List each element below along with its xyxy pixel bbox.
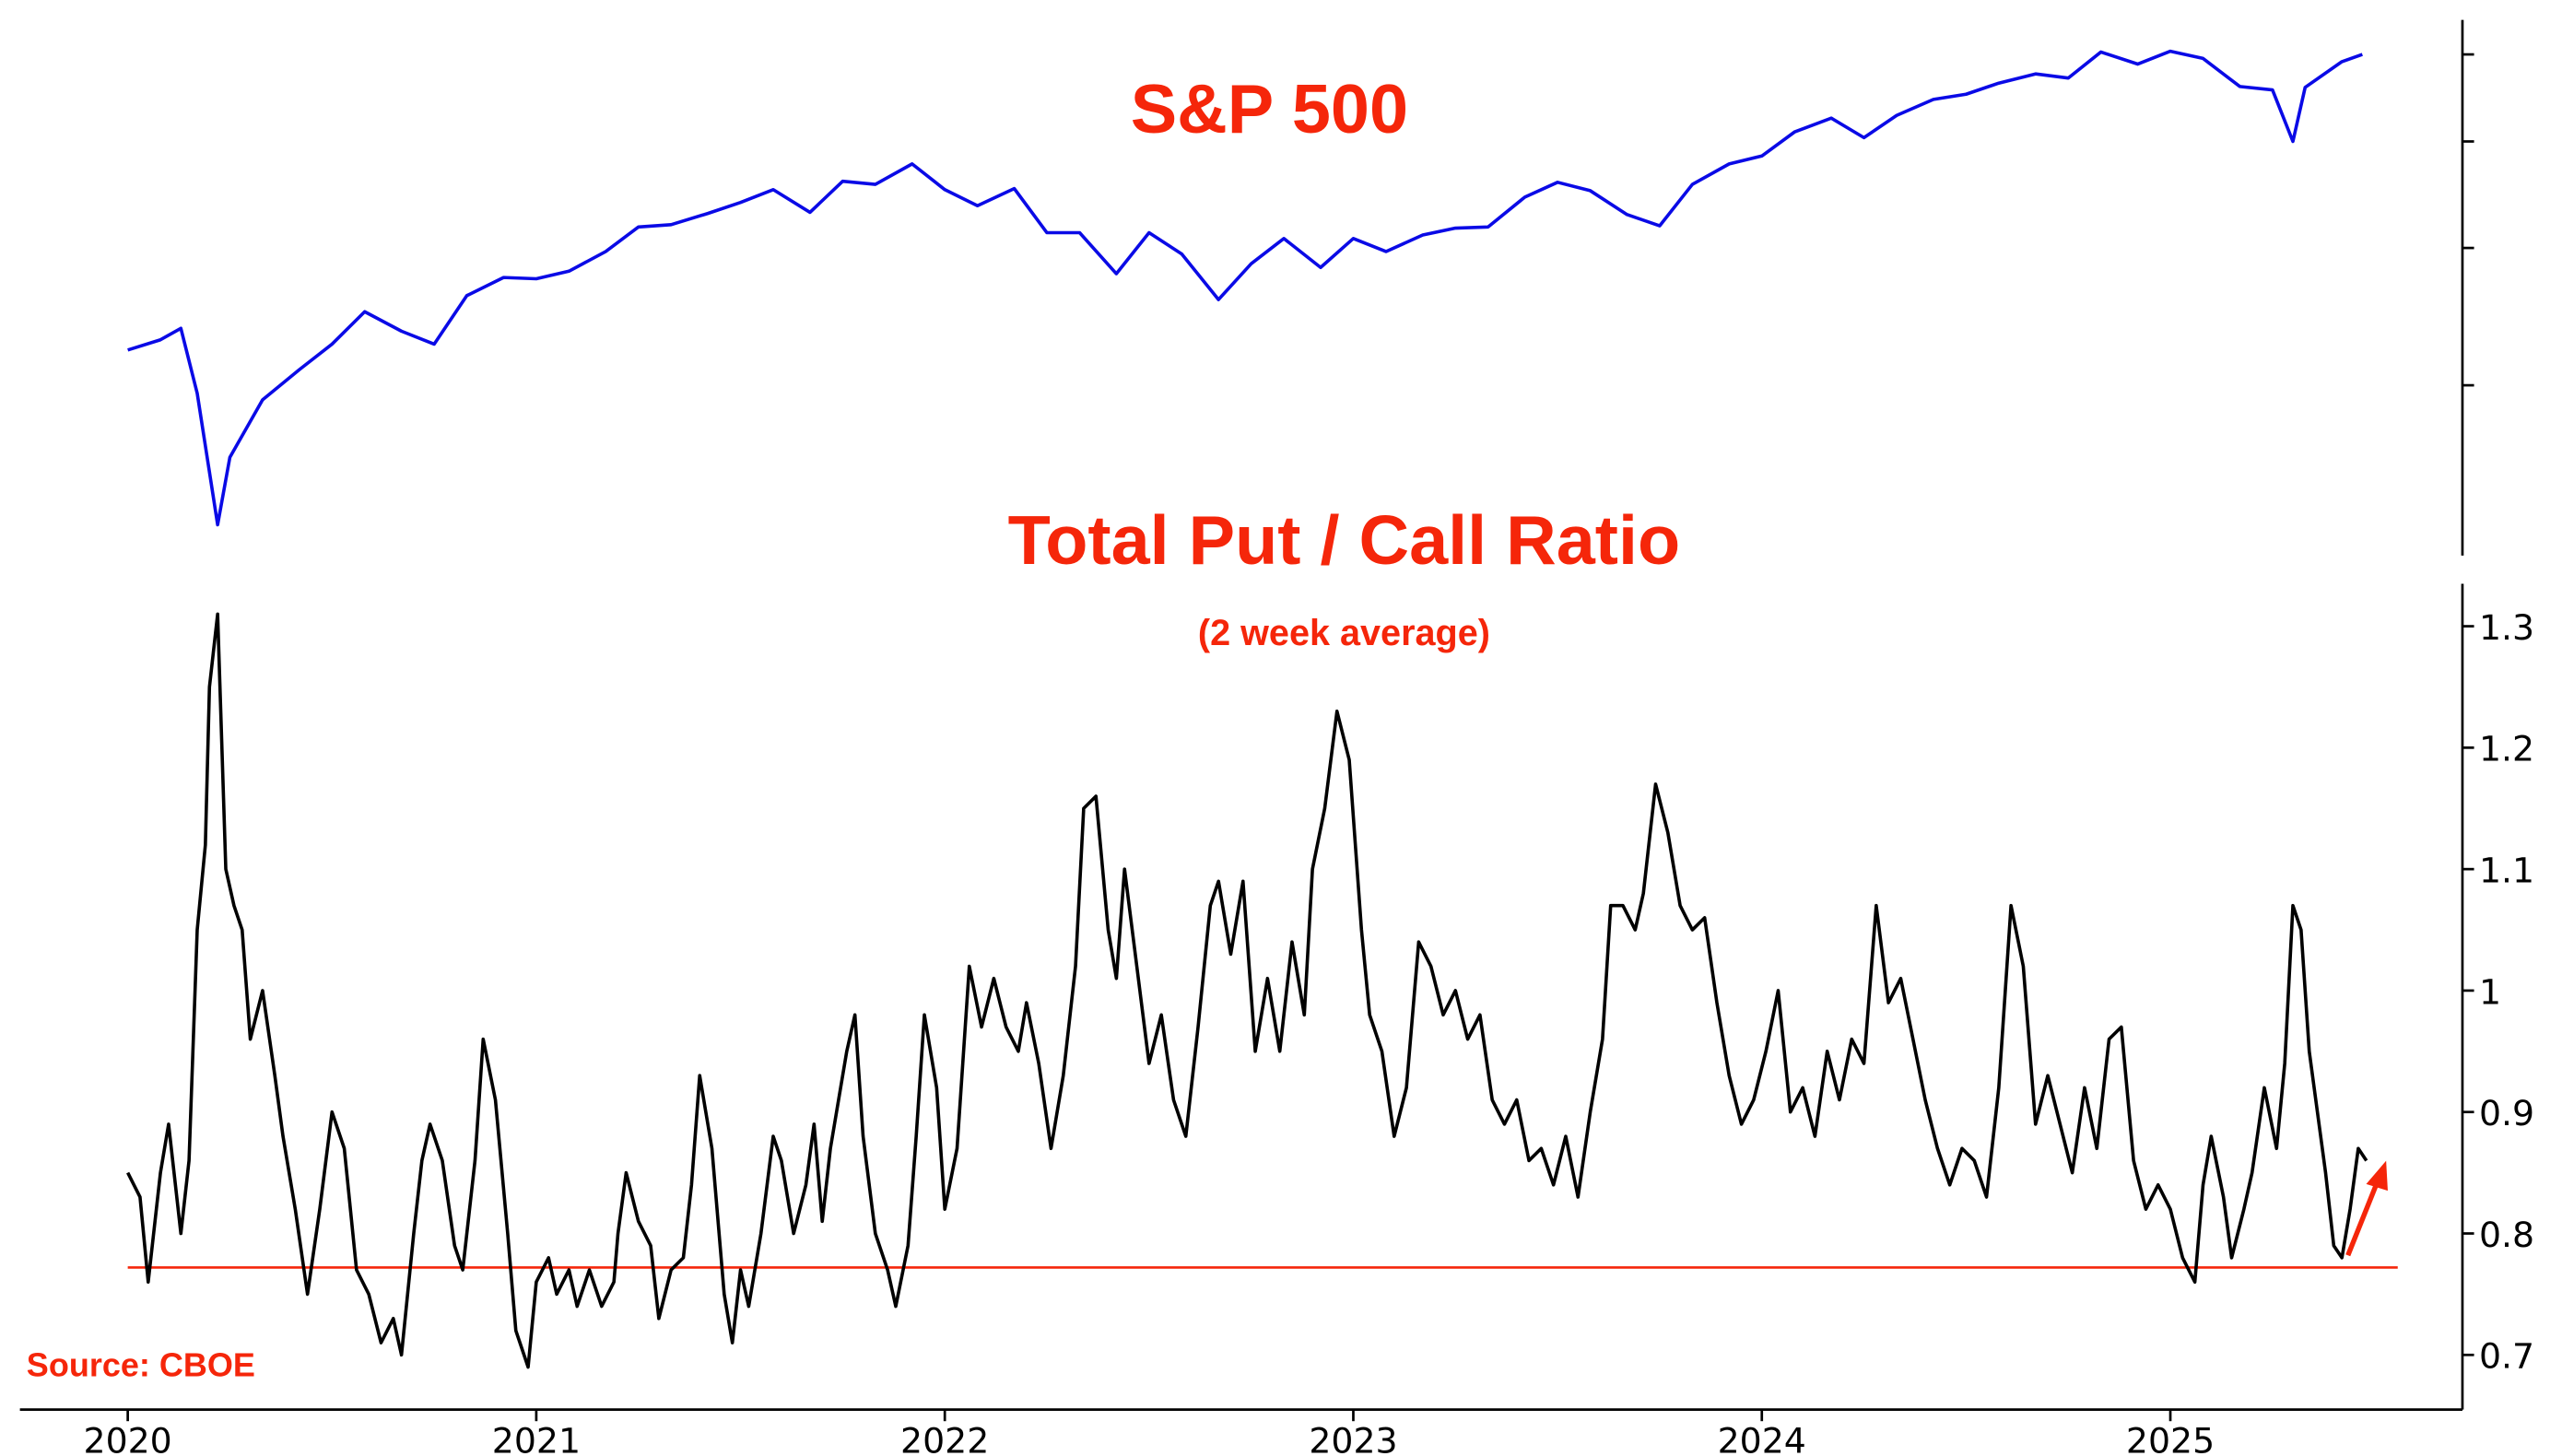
y-tick-label: 0.8: [2479, 1215, 2534, 1255]
x-tick-label: 2024: [1718, 1420, 1806, 1456]
data-line: [127, 49, 2363, 527]
y-tick-label: 1.1: [2479, 851, 2534, 891]
x-tick-label: 2023: [1309, 1420, 1397, 1456]
chart-title: S&P 500: [1131, 71, 1408, 148]
y-tick-label: 1.3: [2479, 607, 2534, 648]
arrow-head: [2366, 1160, 2388, 1192]
y-tick-label: 1.2: [2479, 729, 2534, 769]
data-line: [126, 612, 2368, 1369]
x-tick-label: 2021: [492, 1420, 581, 1456]
y-tick-label: 0.7: [2479, 1336, 2534, 1377]
x-tick-label: 2020: [84, 1420, 172, 1456]
source-note: Source: CBOE: [27, 1346, 255, 1384]
x-tick-label: 2025: [2126, 1420, 2215, 1456]
x-tick-label: 2022: [900, 1420, 989, 1456]
y-tick-label: 0.9: [2479, 1093, 2534, 1133]
y-tick-label: 1: [2479, 971, 2501, 1012]
arrow: [2345, 1180, 2380, 1257]
chart-title: Total Put / Call Ratio: [1008, 502, 1681, 580]
chart-subtitle: (2 week average): [1198, 613, 1490, 653]
